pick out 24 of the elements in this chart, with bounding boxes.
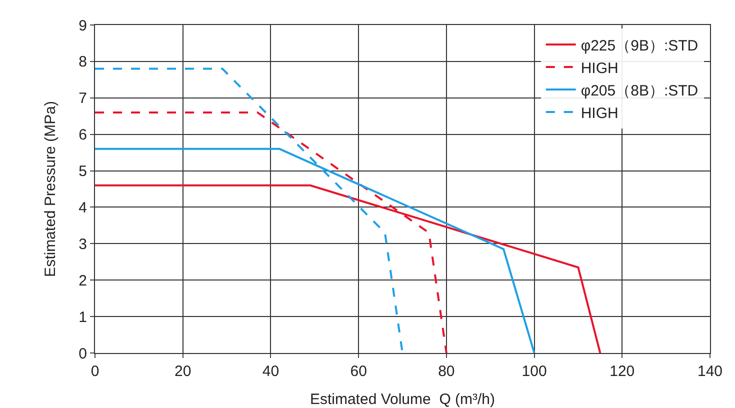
- y-tick-label: 9: [78, 17, 87, 34]
- x-axis-title: Estimated Volume Q (m³/h): [310, 391, 496, 408]
- y-tick-label: 8: [78, 54, 87, 71]
- y-axis-title: Estimated Pressure (MPa): [42, 101, 59, 277]
- y-tick-label: 5: [78, 163, 87, 180]
- y-tick-label: 0: [78, 345, 87, 362]
- x-tick-label: 0: [90, 363, 100, 380]
- x-tick-label: 20: [174, 363, 192, 380]
- y-tick-label: 6: [78, 126, 87, 144]
- y-tick-label: 3: [78, 236, 87, 253]
- legend-label: HIGH: [580, 60, 618, 77]
- legend-label: φ205（8B）:STD: [580, 82, 698, 100]
- x-tick-label: 100: [522, 363, 547, 380]
- y-tick-label: 2: [78, 272, 87, 290]
- y-tick-label: 1: [78, 308, 87, 326]
- x-tick-label: 60: [350, 363, 367, 380]
- x-tick-label: 40: [262, 363, 280, 380]
- x-tick-label: 140: [697, 363, 723, 380]
- y-tick-label: 7: [78, 90, 87, 108]
- legend-label: HIGH: [580, 104, 618, 122]
- x-tick-label: 80: [438, 363, 455, 380]
- y-tick-label: 4: [78, 199, 87, 216]
- x-tick-label: 120: [610, 363, 635, 380]
- legend-label: φ225（9B）:STD: [580, 37, 698, 54]
